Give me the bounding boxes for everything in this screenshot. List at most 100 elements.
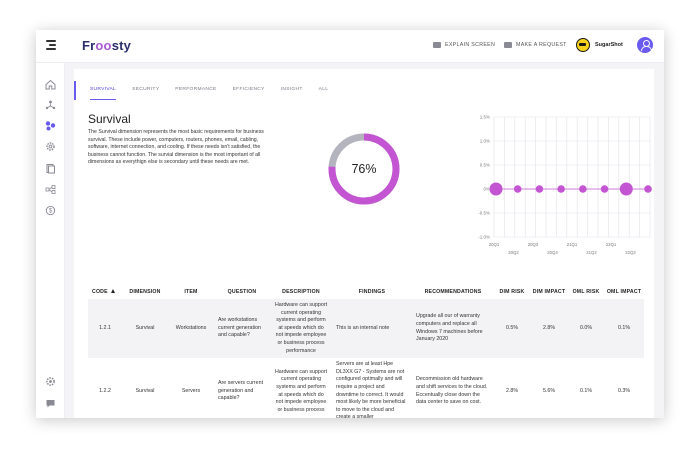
tab-insight[interactable]: INSIGHT <box>280 87 303 92</box>
x-tick-label: 22Q2 <box>625 250 636 255</box>
y-tick-label: 1.0% <box>480 139 490 144</box>
tab-security[interactable]: SECURITY <box>132 87 160 92</box>
cell-oml-impact: 0.3% <box>617 387 631 394</box>
y-tick-label: 0.5% <box>480 163 490 168</box>
score-percentage: 76% <box>351 162 377 176</box>
data-point <box>619 182 633 196</box>
data-point <box>489 182 503 196</box>
logo-text-oo: oo <box>95 38 112 53</box>
logo-text-suffix: sty <box>111 38 132 53</box>
cell-question: Are workstations current generation and … <box>214 299 270 359</box>
dollar-icon[interactable]: $ <box>45 203 56 216</box>
cell-dim-impact: 5.6% <box>542 387 556 394</box>
col-header-description[interactable]: DESCRIPTION <box>282 289 320 295</box>
cell-code: 1.2.1 <box>88 299 122 359</box>
flowchart-icon[interactable] <box>45 182 56 194</box>
cell-item: Workstations <box>168 299 214 359</box>
table-row[interactable]: 1.2.2 Survival Servers Are servers curre… <box>88 358 644 418</box>
tab-all[interactable]: ALL <box>318 87 329 92</box>
assessment-table: CODE DIMENSION ITEM QUESTION DESCRIPTION… <box>88 287 644 418</box>
cell-dim-risk: 0.5% <box>494 299 530 359</box>
tab-survival[interactable]: SURVIVAL <box>74 81 124 100</box>
sidebar: $ <box>36 63 65 418</box>
table-row[interactable]: 1.2.1 Survival Workstations Are workstat… <box>88 299 644 359</box>
cell-recommendations: Upgrade all our of warranty computers an… <box>412 299 494 359</box>
make-request-label: MAKE A REQUEST <box>516 42 567 48</box>
x-tick-label: 20Q1 <box>489 242 500 247</box>
cell-code: 1.2.2 <box>99 387 111 394</box>
company-name[interactable]: SugarShot <box>595 42 623 48</box>
x-tick-label: 22Q1 <box>606 242 617 247</box>
company-avatar[interactable] <box>576 38 590 52</box>
dimensions-icon[interactable] <box>45 118 56 131</box>
col-header-item[interactable]: ITEM <box>184 289 198 295</box>
cell-item: Servers <box>181 387 201 394</box>
user-profile-icon[interactable] <box>637 37 653 53</box>
x-tick-label: 21Q2 <box>586 250 597 255</box>
tab-performance[interactable]: PERFORMANCE <box>175 87 217 92</box>
x-tick-label: 21Q1 <box>567 242 578 247</box>
data-point <box>579 185 587 193</box>
x-tick-label: 20Q2 <box>508 250 519 255</box>
col-header-oml-risk[interactable]: OML RISK <box>572 289 600 295</box>
cell-dim-impact: 2.8% <box>530 299 568 359</box>
cell-dimension: Survival <box>135 387 155 394</box>
gear-icon[interactable] <box>45 374 56 386</box>
col-header-findings[interactable]: FINDINGS <box>358 289 386 295</box>
col-header-dim-risk[interactable]: DIM RISK <box>499 289 525 295</box>
col-header-oml-impact[interactable]: OML IMPACT <box>606 289 642 295</box>
tab-efficiency[interactable]: EFFICIENCY <box>232 87 265 92</box>
main-panel: SURVIVAL SECURITY PERFORMANCE EFFICIENCY… <box>74 69 654 418</box>
col-header-code[interactable]: CODE <box>88 287 122 299</box>
y-tick-label: 0% <box>483 187 490 192</box>
data-point <box>600 185 609 193</box>
chat-icon <box>433 42 441 48</box>
settings-gear-icon[interactable] <box>45 139 56 151</box>
menu-icon[interactable] <box>46 40 56 52</box>
tab-accent-bar <box>74 81 76 100</box>
donut-fill-arc <box>328 133 400 205</box>
x-tick-label: 20Q4 <box>547 250 558 255</box>
data-point <box>557 185 565 193</box>
network-icon[interactable] <box>45 97 56 110</box>
explain-screen-label: EXPLAIN SCREEN <box>445 42 496 48</box>
data-point <box>644 185 652 193</box>
cell-dimension: Survival <box>122 299 168 359</box>
cell-recommendations: Decommission old hardware and shift serv… <box>416 376 488 406</box>
x-tick-label: 20Q3 <box>528 242 539 247</box>
cell-findings: Servers are at least Hpe DL3XX G7 - Syst… <box>336 361 406 418</box>
svg-text:$: $ <box>49 209 53 215</box>
cell-oml-risk: 0.0% <box>568 299 604 359</box>
make-request-button[interactable]: MAKE A REQUEST <box>504 42 567 48</box>
col-header-dimension[interactable]: DIMENSION <box>129 289 161 295</box>
sort-asc-icon[interactable] <box>110 289 115 293</box>
y-tick-label: -1.0% <box>478 235 490 240</box>
home-icon[interactable] <box>45 77 56 90</box>
app-logo[interactable]: Froosty <box>82 38 131 53</box>
cell-description: Hardware can support current operating s… <box>274 368 328 413</box>
col-header-question[interactable]: QUESTION <box>227 289 257 295</box>
book-icon <box>504 42 512 48</box>
top-bar: Froosty EXPLAIN SCREEN MAKE A REQUEST Su… <box>36 30 664 63</box>
cell-description: Hardware can support current operating s… <box>270 299 332 359</box>
data-point <box>513 185 522 193</box>
score-donut-chart <box>328 133 400 205</box>
explain-screen-button[interactable]: EXPLAIN SCREEN <box>433 42 495 48</box>
cell-findings: This is an internal note <box>332 299 412 359</box>
comment-icon[interactable] <box>45 396 56 408</box>
col-header-dim-impact[interactable]: DIM IMPACT <box>532 289 566 295</box>
table-header-row: CODE DIMENSION ITEM QUESTION DESCRIPTION… <box>88 287 644 299</box>
documents-icon[interactable] <box>45 161 56 174</box>
col-header-code-label: CODE <box>92 289 108 295</box>
y-tick-label: -0.5% <box>478 211 490 216</box>
trend-scatter-chart: 1.5% 1.0% 0.5% 0% -0.5% -1.0% 20Q1 20Q3 21Q1 22Q1… <box>478 115 652 255</box>
cell-dim-risk: 2.8% <box>505 387 519 394</box>
dimension-tabs: SURVIVAL SECURITY PERFORMANCE EFFICIENCY… <box>74 81 336 100</box>
data-point <box>535 185 544 193</box>
logo-text-prefix: Fr <box>82 38 96 53</box>
cell-oml-impact: 0.1% <box>604 299 644 359</box>
cell-oml-risk: 0.1% <box>579 387 593 394</box>
col-header-recommendations[interactable]: RECOMMENDATIONS <box>424 289 482 295</box>
section-description: The Survival dimension represents the mo… <box>88 129 264 166</box>
cell-question: Are servers current generation and capab… <box>218 380 264 402</box>
